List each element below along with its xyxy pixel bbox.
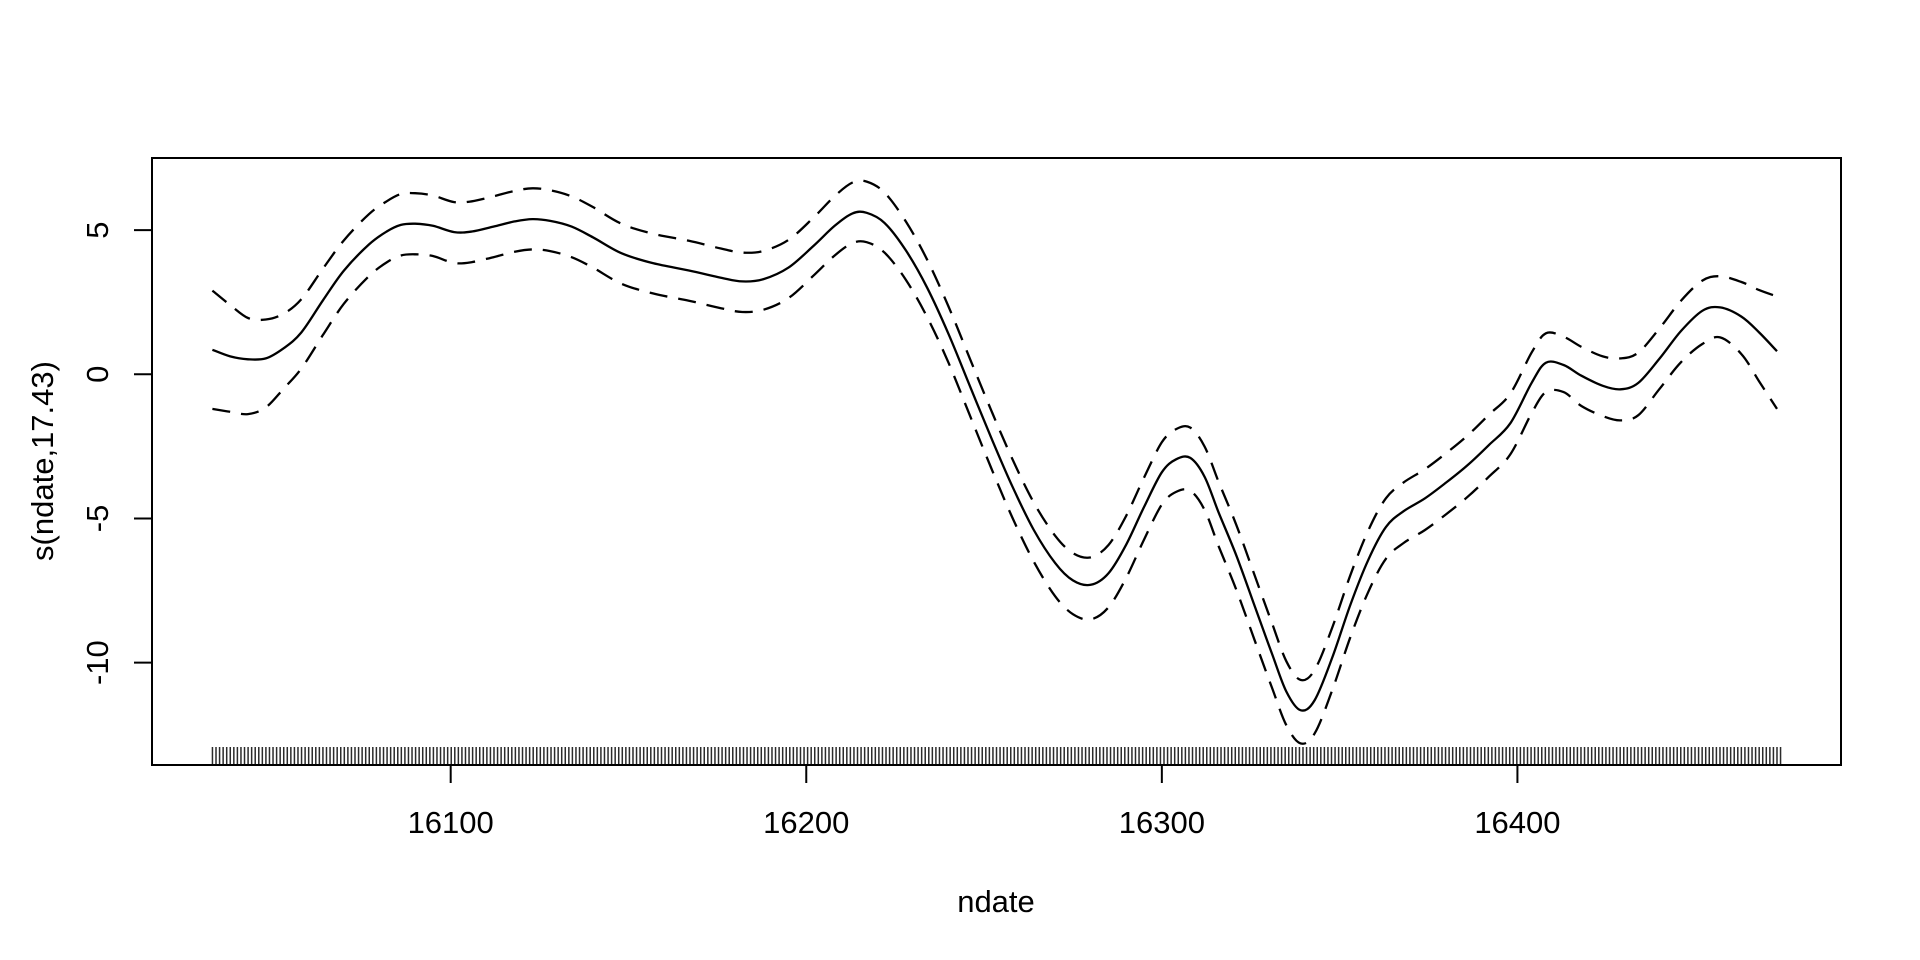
x-tick-label: 16100	[408, 805, 494, 840]
lower-ci-line	[212, 240, 1778, 745]
y-tick-label: -5	[80, 505, 115, 533]
plot-box	[151, 157, 1842, 766]
upper-ci-line	[211, 179, 1778, 682]
y-axis-title: s(ndate,17.43)	[25, 361, 60, 561]
x-tick-label: 16200	[763, 805, 849, 840]
x-axis-title: ndate	[957, 884, 1035, 919]
data-layer	[211, 179, 1782, 764]
y-tick-label: 0	[80, 366, 115, 383]
axis-layer: 16100 16200 16300 16400 5 0 -5 -10	[80, 221, 1561, 840]
y-tick-label: -10	[80, 640, 115, 685]
smooth-fit-line	[211, 210, 1778, 712]
x-tick-label: 16400	[1474, 805, 1560, 840]
x-tick-label: 16300	[1119, 805, 1205, 840]
y-tick-label: 5	[80, 221, 115, 238]
rug-marks	[211, 747, 1782, 764]
